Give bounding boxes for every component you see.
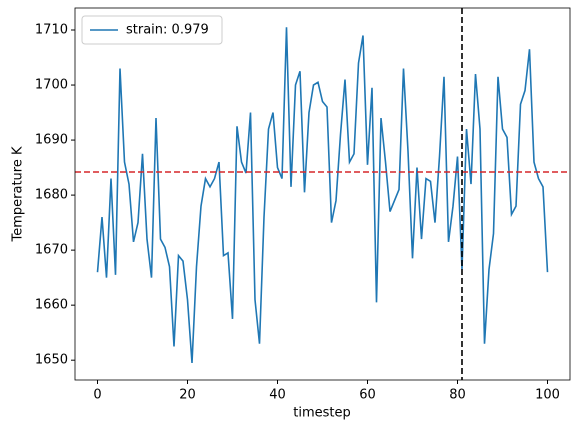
x-tick-label: 20 bbox=[179, 388, 196, 403]
y-tick-label: 1700 bbox=[35, 78, 68, 93]
legend-label: strain: 0.979 bbox=[126, 23, 209, 38]
data-line bbox=[96, 27, 549, 363]
legend-box bbox=[81, 15, 223, 45]
x-axis-label: timestep bbox=[293, 406, 351, 421]
x-tick-label: 80 bbox=[449, 388, 466, 403]
y-tick-label: 1660 bbox=[35, 298, 68, 313]
y-tick-label: 1710 bbox=[35, 23, 68, 38]
x-tick-label: 0 bbox=[93, 388, 101, 403]
y-tick-label: 1670 bbox=[35, 243, 68, 258]
x-tick-label: 60 bbox=[359, 388, 376, 403]
x-tick-label: 40 bbox=[269, 388, 286, 403]
x-tick-label: 100 bbox=[535, 388, 560, 403]
y-tick-label: 1650 bbox=[35, 353, 68, 368]
plot-frame bbox=[74, 7, 571, 381]
y-tick-label: 1680 bbox=[35, 188, 68, 203]
y-axis-label: Temperature K bbox=[11, 146, 26, 242]
y-tick-label: 1690 bbox=[35, 133, 68, 148]
